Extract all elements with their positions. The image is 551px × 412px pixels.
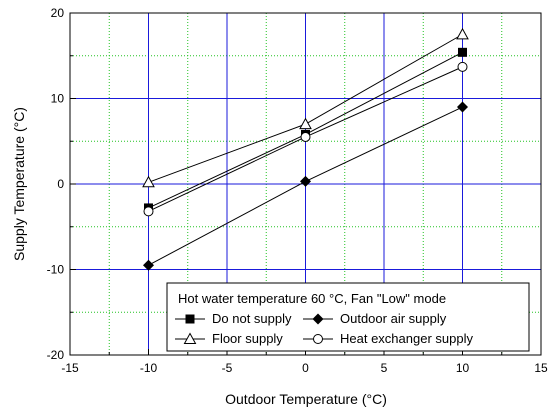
data-point-heat-exchanger-supply — [457, 61, 468, 72]
data-point-floor-supply — [299, 117, 312, 130]
y-tick-label: -20 — [47, 348, 65, 362]
x-tick-label: 0 — [302, 361, 309, 375]
axis-tick-labels: -15 -10 -5 0 5 10 15 -20 -10 0 10 20 — [47, 6, 548, 375]
legend-marker-floor-supply — [183, 332, 197, 344]
data-point-heat-exchanger-supply — [143, 206, 154, 217]
data-point-floor-supply — [142, 175, 155, 188]
y-tick-label: 0 — [57, 177, 64, 191]
y-axis-title: Supply Temperature (°C) — [11, 107, 27, 261]
y-tick-label: 20 — [51, 6, 65, 20]
x-tick-label: -15 — [61, 361, 79, 375]
y-tick-label: 10 — [51, 92, 65, 106]
x-tick-label: 15 — [534, 361, 548, 375]
legend-label-do-not-supply: Do not supply — [212, 311, 292, 326]
x-tick-label: -5 — [222, 361, 233, 375]
legend-title: Hot water temperature 60 °C, Fan "Low" m… — [178, 291, 446, 306]
legend-label-heat-exchanger-supply: Heat exchanger supply — [340, 331, 473, 346]
data-point-outdoor-air-supply — [457, 101, 468, 113]
legend-label-outdoor-air-supply: Outdoor air supply — [340, 311, 447, 326]
x-tick-label: 10 — [456, 361, 470, 375]
legend-marker-heat-exchanger-supply — [313, 334, 323, 344]
data-point-floor-supply — [456, 27, 469, 40]
series-markers — [142, 27, 469, 271]
y-tick-label: -10 — [47, 263, 65, 277]
data-point-outdoor-air-supply — [300, 175, 311, 187]
legend-items: Do not supply Outdoor air supply Floor sup… — [175, 311, 473, 346]
data-point-heat-exchanger-supply — [300, 131, 311, 142]
legend-marker-do-not-supply — [185, 314, 195, 324]
x-tick-label: -10 — [140, 361, 158, 375]
data-point-outdoor-air-supply — [143, 259, 154, 271]
legend-label-floor-supply: Floor supply — [212, 331, 283, 346]
legend-box — [166, 282, 530, 352]
x-axis-title: Outdoor Temperature (°C) — [225, 391, 387, 407]
data-point-do-not-supply — [458, 47, 467, 57]
legend-marker-outdoor-air-supply — [312, 313, 324, 325]
legend: Hot water temperature 60 °C, Fan "Low" m… — [166, 282, 530, 352]
x-tick-label: 5 — [381, 361, 388, 375]
axis-ticks — [69, 12, 542, 356]
